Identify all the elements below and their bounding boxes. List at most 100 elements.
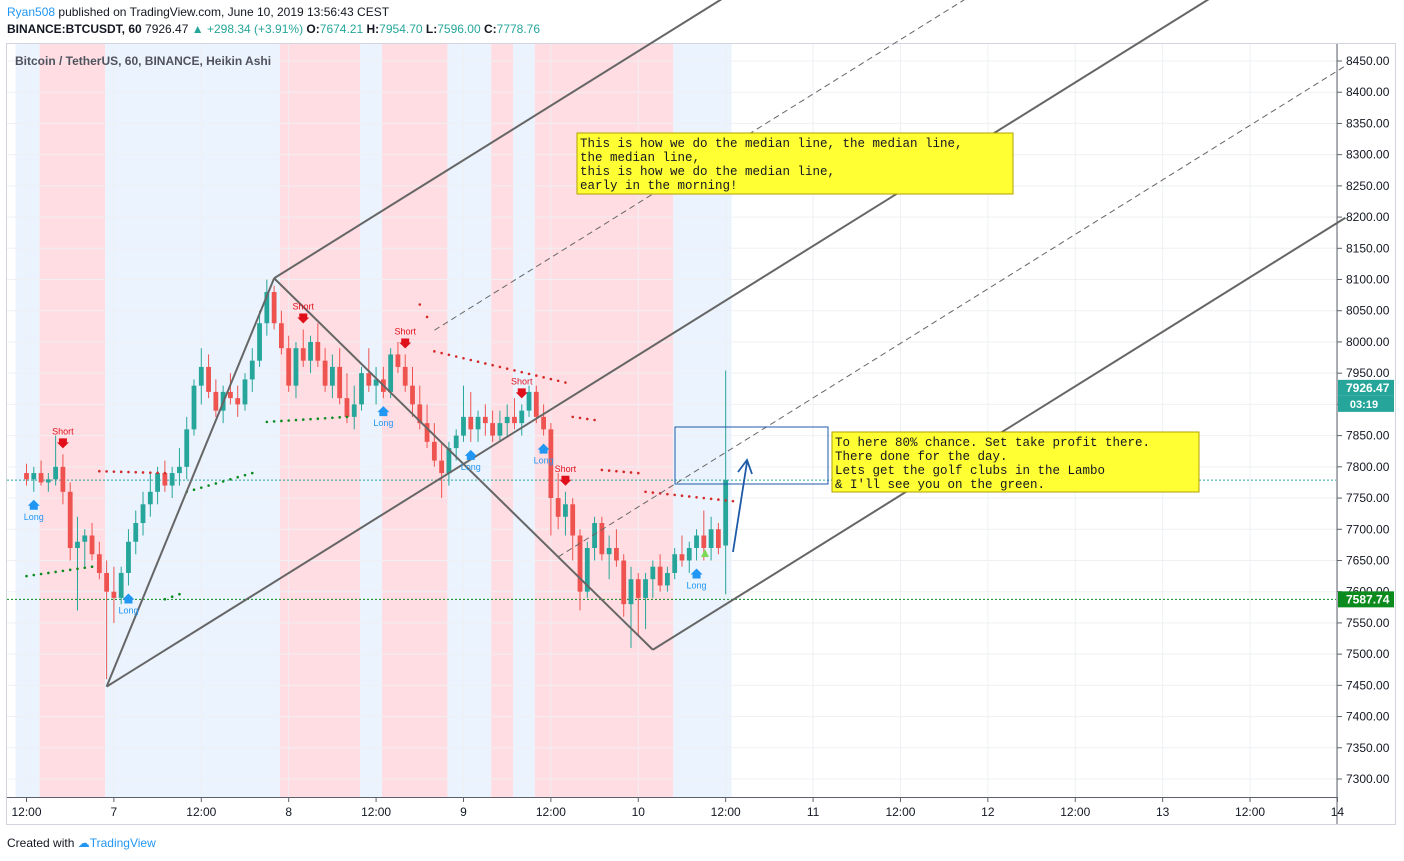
psar-dot-9-90 xyxy=(680,494,684,498)
annotation-2-line-4: & I'll see you on the green. xyxy=(835,478,1045,492)
candle-body-1 xyxy=(31,473,37,480)
target-box[interactable] xyxy=(674,426,829,485)
candle-body-15 xyxy=(133,523,139,542)
psar-dot-8-84 xyxy=(636,471,640,475)
psar-dot-1-11 xyxy=(105,470,108,473)
candle-body-6 xyxy=(67,491,73,548)
psar-dot-9-86 xyxy=(651,491,655,494)
low-label: L: xyxy=(425,22,438,36)
candle-body-59 xyxy=(453,435,459,449)
psar-dot-9-85 xyxy=(644,490,647,494)
y-tick-label-7350: 7350.00 xyxy=(1346,741,1390,755)
candle-body-0 xyxy=(24,473,29,480)
candle-body-76 xyxy=(577,535,583,592)
candles xyxy=(24,279,729,680)
annotation-1-line-4: early in the morning! xyxy=(580,179,738,193)
tradingview-brand-link[interactable]: TradingView xyxy=(89,836,156,850)
y-tick-label-7500: 7500.00 xyxy=(1346,647,1390,661)
long-label-10: Long xyxy=(687,580,707,590)
candle-body-90 xyxy=(679,554,685,561)
psar-dot-6-62 xyxy=(476,360,480,364)
short-arrow-icon-0 xyxy=(56,438,69,449)
psar-dot-5-54 xyxy=(418,303,422,306)
annotation-2-line-2: There done for the day. xyxy=(835,450,1008,464)
psar-dot-3-29 xyxy=(236,475,240,479)
price-label-0: 7926.47 xyxy=(1346,381,1390,395)
candle-body-54 xyxy=(417,404,423,424)
psar-dot-6-69 xyxy=(527,372,531,376)
psar-dot-3-24 xyxy=(199,486,203,489)
long-arrow-icon-1 xyxy=(27,499,40,510)
psar-dot-1-14 xyxy=(127,470,130,474)
psar-dot-8-80 xyxy=(607,469,611,472)
low-value: 7596.00 xyxy=(437,22,481,36)
psar-dot-6-58 xyxy=(447,353,451,357)
candle-body-30 xyxy=(242,379,248,405)
candle-body-40 xyxy=(315,341,321,361)
candle-body-9 xyxy=(89,535,95,555)
tradingview-logo-icon: ☁ xyxy=(77,836,90,850)
chart-frame[interactable] xyxy=(6,43,1396,825)
psar-dot-6-71 xyxy=(542,376,545,379)
psar-dot-1-10 xyxy=(98,469,101,473)
x-tick-label-120: 12:00 xyxy=(885,805,915,819)
psar-dot-0-1 xyxy=(32,573,36,577)
psar-dot-9-91 xyxy=(687,495,691,498)
signals: ShortLongLongShortShortLongLongShortLong… xyxy=(24,301,707,615)
candle-body-75 xyxy=(570,504,576,536)
psar-dot-9-96 xyxy=(724,499,727,502)
annotation-box-1[interactable]: This is how we do the median line, the m… xyxy=(576,132,1014,195)
psar-dot-4-43 xyxy=(338,416,341,419)
y-tick-label-7550: 7550.00 xyxy=(1346,616,1390,630)
countdown-label: 03:19 xyxy=(1350,399,1378,411)
symbol-info: BINANCE:BTCUSDT, 60 7926.47 ▲ +298.34 (+… xyxy=(7,22,540,36)
open-value: 7674.21 xyxy=(319,22,364,36)
psar-dot-8-81 xyxy=(615,469,618,473)
candle-body-23 xyxy=(191,385,197,430)
psar-dot-6-67 xyxy=(513,369,516,372)
short-label-9: Short xyxy=(555,464,577,474)
candle-body-71 xyxy=(541,416,546,430)
y-tick-label-7700: 7700.00 xyxy=(1346,522,1390,536)
candle-body-34 xyxy=(271,292,277,324)
change-value: +298.34 (+3.91%) xyxy=(207,22,304,36)
annotation-1-line-2: the median line, xyxy=(580,151,700,165)
psar-dot-7-76 xyxy=(578,416,582,420)
candle-body-26 xyxy=(213,391,219,411)
long-label-6: Long xyxy=(461,462,481,472)
candle-body-68 xyxy=(519,410,525,424)
candle-body-38 xyxy=(300,348,306,361)
psar-dot-4-39 xyxy=(309,417,312,421)
price-label-bg-0 xyxy=(1338,379,1394,396)
psar-dot-9-97 xyxy=(731,499,735,503)
annotation-box-2[interactable]: To here 80% chance. Set take profit ther… xyxy=(831,431,1200,493)
psar-dot-0-0 xyxy=(25,574,28,578)
psar-dot-6-60 xyxy=(462,356,465,360)
psar-dot-2-20 xyxy=(170,595,174,598)
axes: 7300.00 7350.00 7400.00 7450.00 7500.00 7550.… xyxy=(7,44,1394,824)
target-arrow-shaft[interactable] xyxy=(732,461,748,553)
candle-body-63 xyxy=(482,416,488,424)
candle-body-81 xyxy=(614,547,619,561)
psar-dot-4-41 xyxy=(323,416,327,420)
annotation-1-line-3: this is how we do the median line, xyxy=(580,165,835,179)
psar-dot-1-15 xyxy=(134,470,138,474)
candle-body-3 xyxy=(45,479,51,483)
candle-body-7 xyxy=(75,541,80,548)
x-tick-label-108: 11 xyxy=(807,805,820,819)
psar-dot-1-16 xyxy=(141,471,145,474)
candle-body-32 xyxy=(257,323,262,361)
candle-body-88 xyxy=(665,572,670,586)
y-tick-label-8000: 8000.00 xyxy=(1346,335,1390,349)
candle-body-11 xyxy=(104,572,110,592)
x-tick-label-12: 7 xyxy=(111,805,118,819)
psar-dot-6-61 xyxy=(469,358,473,362)
psar-dot-0-6 xyxy=(68,568,72,572)
psar-dot-6-64 xyxy=(491,363,494,367)
short-arrow-icon-7 xyxy=(515,388,528,399)
author-link[interactable]: Ryan508 xyxy=(7,5,56,19)
y-tick-label-7750: 7750.00 xyxy=(1346,491,1390,505)
candle-body-89 xyxy=(672,554,678,573)
y-tick-label-8100: 8100.00 xyxy=(1346,273,1390,287)
